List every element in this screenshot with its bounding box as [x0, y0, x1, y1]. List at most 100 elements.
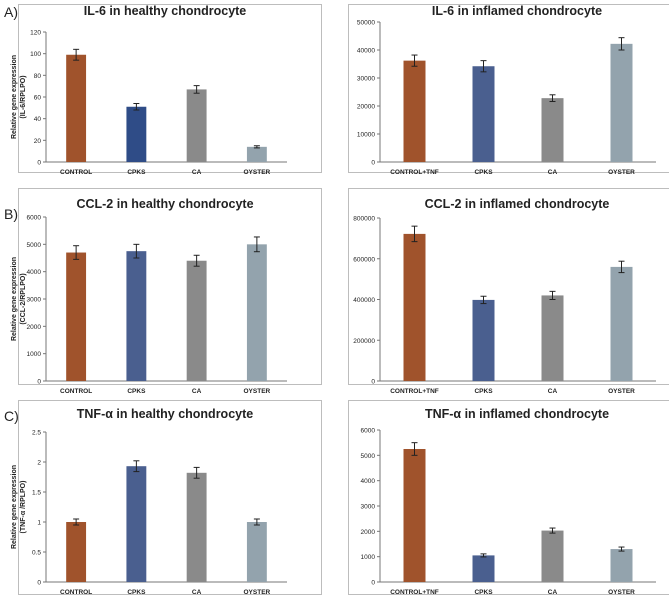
chart-frame [18, 188, 322, 385]
y-tick-label: 20000 [357, 104, 375, 111]
y-tick-label: 400000 [353, 297, 375, 304]
x-tick-label: CA [192, 388, 202, 395]
bar-ca [186, 260, 207, 381]
y-tick-label: 0 [37, 580, 41, 587]
y-tick-label: 80 [34, 73, 42, 80]
x-tick-label: CPKS [474, 589, 493, 596]
chart-ccl2-inflamed: CCL-2 in inflamed chondrocyte 0 200000 4000… [348, 188, 669, 395]
y-tick-label: 1000 [361, 554, 376, 561]
chart-tnf-inflamed: TNF-α in inflamed chondrocyte 0 1000 2000 30… [348, 400, 669, 596]
y-tick-label: 4000 [361, 478, 376, 485]
y-axis-label: Relative gene expression [11, 55, 18, 139]
x-tick-label: CA [548, 388, 558, 395]
y-tick-label: 0 [371, 379, 375, 386]
chart-il6-healthy: IL-6 in healthy chondrocyte 0 20 40 60 80 100 1… [11, 4, 322, 176]
x-tick-label: OYSTER [244, 169, 271, 176]
bar-control-tnf [403, 60, 426, 162]
bar-control [66, 252, 87, 381]
bar-oyster [246, 522, 267, 582]
y-tick-label: 1000 [27, 351, 42, 358]
y-tick-label: 40000 [357, 48, 375, 55]
bar-oyster [610, 43, 633, 163]
x-tick-label: OYSTER [608, 169, 635, 176]
x-tick-label: CONTROL+TNF [390, 169, 439, 176]
chart-il6-inflamed: IL-6 in inflamed chondrocyte 0 10000 20000 3… [348, 4, 669, 176]
chart-title: CCL-2 in healthy chondrocyte [76, 197, 253, 211]
x-tick-label: CONTROL [60, 169, 92, 176]
y-tick-label: 2.5 [32, 430, 41, 437]
bar-oyster [246, 244, 267, 381]
y-axis-label-unit: (CCL-2/RPLPO) [20, 273, 27, 324]
bar-cpks [472, 66, 495, 162]
y-tick-label: 1.5 [32, 490, 41, 497]
chart-title: TNF-α in inflamed chondrocyte [425, 407, 609, 421]
x-tick-label: OYSTER [244, 388, 271, 395]
y-tick-label: 2000 [361, 529, 376, 536]
x-tick-label: CA [192, 169, 202, 176]
y-tick-label: 6000 [361, 428, 376, 435]
y-tick-label: 40 [34, 116, 42, 123]
y-axis-label: Relative gene expression [11, 257, 18, 341]
x-tick-label: CONTROL [60, 589, 92, 596]
x-tick-label: OYSTER [608, 388, 635, 395]
y-tick-label: 6000 [27, 215, 42, 222]
bar-control-tnf [403, 449, 426, 582]
panel-letter-b: B) [4, 206, 18, 222]
y-tick-label: 3000 [27, 297, 42, 304]
x-tick-label: OYSTER [244, 589, 271, 596]
x-tick-label: CONTROL+TNF [390, 388, 439, 395]
y-tick-label: 10000 [357, 132, 375, 139]
y-tick-label: 2 [37, 460, 41, 467]
y-tick-label: 5000 [361, 453, 376, 460]
chart-title: CCL-2 in inflamed chondrocyte [425, 197, 610, 211]
y-tick-label: 600000 [353, 256, 375, 263]
bar-oyster [246, 146, 267, 162]
y-tick-label: 2000 [27, 324, 42, 331]
x-tick-label: CPKS [127, 169, 146, 176]
x-tick-label: CA [548, 589, 558, 596]
chart-ccl2-healthy: CCL-2 in healthy chondrocyte 0 1000 2000 300… [11, 188, 322, 395]
x-tick-label: OYSTER [608, 589, 635, 596]
panel-letter-c: C) [4, 408, 19, 424]
y-tick-label: 200000 [353, 338, 375, 345]
x-tick-label: CPKS [127, 388, 146, 395]
bar-ca [186, 472, 207, 582]
bar-cpks [126, 251, 147, 381]
y-axis-label-unit: (IL-6/RPLPO) [20, 75, 27, 118]
x-tick-label: CPKS [474, 169, 493, 176]
bar-control [66, 54, 87, 162]
bar-control [66, 522, 87, 582]
bar-ca [541, 98, 564, 162]
y-tick-label: 1 [37, 520, 41, 527]
bar-cpks [126, 466, 147, 582]
y-tick-label: 5000 [27, 242, 42, 249]
y-axis-label-unit: (TNF-α /RPLPO) [20, 481, 27, 534]
y-tick-label: 100 [30, 51, 41, 58]
y-tick-label: 0 [371, 580, 375, 587]
bar-ca [541, 530, 564, 582]
y-tick-label: 30000 [357, 76, 375, 83]
y-tick-label: 3000 [361, 504, 376, 511]
x-tick-label: CA [192, 589, 202, 596]
chart-title: TNF-α in healthy chondrocyte [77, 407, 253, 421]
chart-frame [18, 4, 322, 173]
bar-cpks [472, 299, 495, 381]
bar-ca [541, 295, 564, 381]
y-tick-label: 800000 [353, 216, 375, 223]
chart-title: IL-6 in healthy chondrocyte [84, 4, 247, 18]
chart-tnf-healthy: TNF-α in healthy chondrocyte 0 0.5 1 1.5 2 2.5… [11, 400, 322, 596]
bar-control-tnf [403, 233, 426, 381]
x-tick-label: CA [548, 169, 558, 176]
x-tick-label: CPKS [127, 589, 146, 596]
bar-cpks [472, 555, 495, 582]
y-tick-label: 0 [37, 160, 41, 167]
y-tick-label: 0 [371, 160, 375, 167]
y-tick-label: 0 [37, 379, 41, 386]
y-tick-label: 0.5 [32, 550, 41, 557]
y-tick-label: 4000 [27, 269, 42, 276]
bar-ca [186, 89, 207, 162]
bar-oyster [610, 549, 633, 582]
y-tick-label: 50000 [357, 20, 375, 27]
x-tick-label: CPKS [474, 388, 493, 395]
